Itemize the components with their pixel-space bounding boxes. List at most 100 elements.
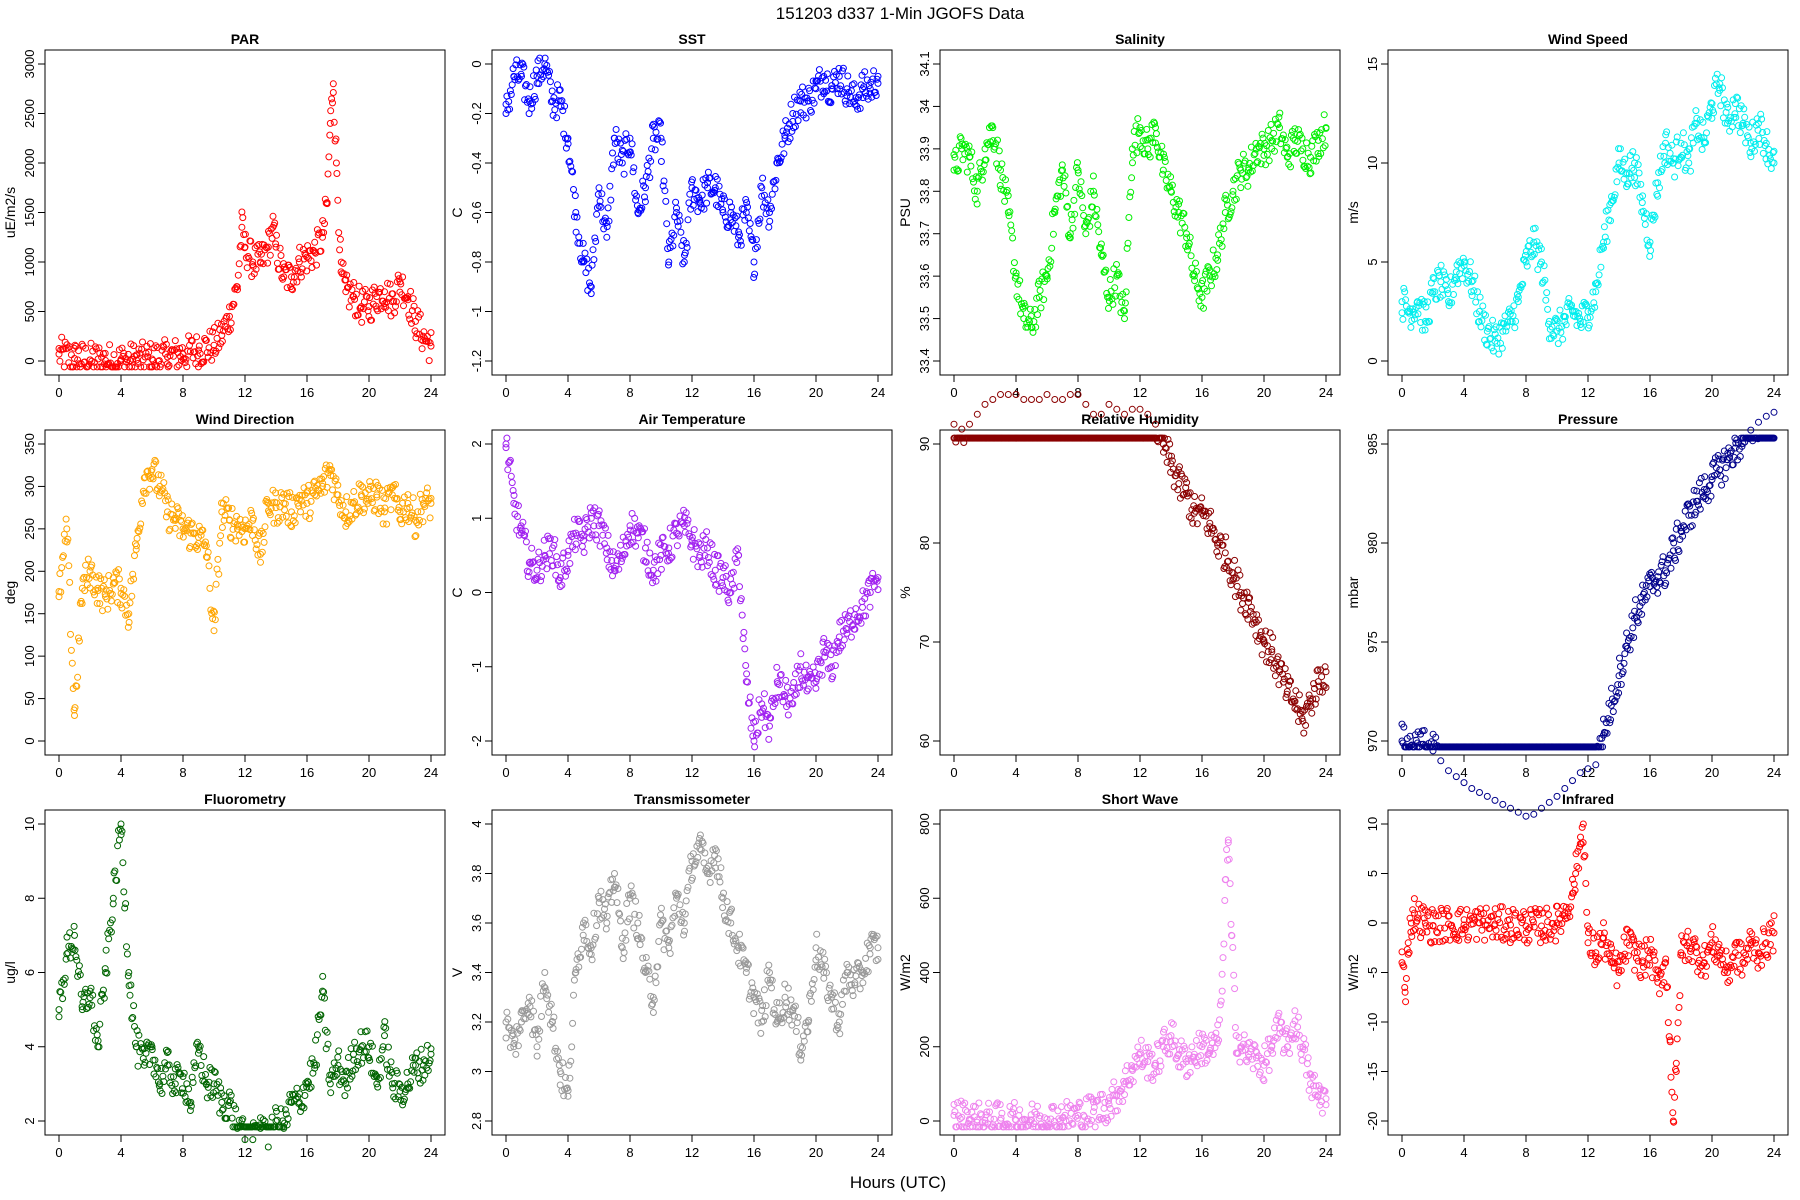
- data-point: [592, 238, 600, 245]
- data-point: [1158, 142, 1166, 150]
- data-point: [404, 491, 412, 499]
- data-point: [1193, 520, 1201, 528]
- data-point: [540, 983, 548, 991]
- data-point: [966, 153, 973, 161]
- data-point: [627, 151, 635, 159]
- data-point: [593, 210, 601, 218]
- data-point: [684, 516, 692, 524]
- data-point: [812, 684, 820, 692]
- data-point: [779, 1009, 787, 1017]
- panel-title: Relative Humidity: [1081, 411, 1199, 427]
- data-point: [129, 1014, 137, 1021]
- data-point: [95, 344, 103, 352]
- data-point: [1526, 237, 1534, 245]
- data-point: [1086, 222, 1094, 230]
- data-point: [639, 954, 647, 962]
- data-point: [399, 499, 407, 507]
- data-point: [1167, 173, 1175, 181]
- y-tick-label: 1500: [22, 198, 37, 227]
- data-point: [1012, 269, 1020, 277]
- data-point: [766, 209, 773, 216]
- data-point: [872, 957, 880, 965]
- data-point: [1059, 166, 1066, 174]
- data-point: [634, 529, 642, 537]
- data-point: [351, 498, 359, 506]
- data-point: [233, 283, 241, 291]
- y-tick-label: -0.6: [469, 201, 484, 223]
- data-point: [712, 581, 719, 589]
- data-point: [535, 1035, 543, 1043]
- data-point: [657, 551, 665, 559]
- data-point: [1616, 145, 1624, 153]
- data-point: [531, 1026, 539, 1034]
- data-point: [1499, 327, 1507, 335]
- data-point: [1281, 665, 1289, 673]
- data-point: [663, 220, 671, 228]
- data-point: [381, 508, 388, 516]
- data-point: [133, 1043, 140, 1051]
- data-point: [758, 713, 766, 721]
- data-point: [619, 955, 627, 963]
- x-tick-label: 24: [424, 765, 438, 780]
- data-point: [1004, 192, 1012, 200]
- y-tick-label: -1.2: [469, 350, 484, 372]
- data-point: [373, 1080, 381, 1088]
- y-tick-label: 34: [917, 99, 932, 113]
- data-point: [255, 241, 263, 248]
- data-point: [1061, 172, 1069, 180]
- data-point: [1432, 733, 1440, 741]
- data-point: [332, 159, 340, 167]
- data-point: [1269, 633, 1277, 641]
- data-point: [413, 1049, 421, 1057]
- data-point: [1204, 263, 1212, 271]
- data-point: [322, 461, 330, 469]
- data-point: [649, 1000, 656, 1008]
- data-point: [704, 184, 711, 192]
- data-point: [827, 99, 835, 107]
- data-point: [704, 862, 712, 870]
- data-point: [1093, 205, 1101, 213]
- data-point: [1220, 225, 1228, 233]
- plot-frame: [939, 429, 1341, 756]
- data-point: [228, 505, 236, 512]
- data-point: [1542, 296, 1550, 304]
- data-point: [298, 265, 306, 273]
- data-point: [107, 597, 115, 605]
- data-point: [1113, 261, 1120, 268]
- x-tick-label: 20: [362, 1145, 376, 1160]
- data-point: [1059, 396, 1066, 403]
- data-point: [566, 1074, 574, 1082]
- data-point: [747, 988, 755, 996]
- data-point: [1268, 646, 1276, 653]
- data-point: [740, 628, 748, 636]
- data-point: [843, 85, 851, 93]
- data-point: [1300, 729, 1308, 737]
- data-point: [233, 521, 241, 529]
- data-point: [186, 1107, 194, 1114]
- data-point: [1275, 113, 1283, 121]
- data-point: [656, 556, 664, 564]
- data-point: [791, 670, 799, 678]
- data-point: [542, 987, 550, 995]
- data-point: [1079, 204, 1087, 212]
- data-point: [1314, 150, 1322, 157]
- data-point: [874, 79, 882, 87]
- data-point: [972, 173, 980, 181]
- data-point: [1091, 212, 1099, 220]
- y-tick-label: 50: [22, 691, 37, 705]
- y-tick-label: 1: [469, 515, 484, 522]
- data-point: [1466, 268, 1473, 275]
- data-point: [806, 87, 814, 95]
- data-point: [690, 526, 698, 534]
- data-point: [695, 539, 703, 547]
- data-point: [1075, 185, 1083, 193]
- data-point: [249, 516, 257, 524]
- data-point: [693, 545, 701, 553]
- data-point: [121, 904, 129, 912]
- data-point: [1736, 453, 1744, 460]
- data-point: [1128, 145, 1136, 153]
- data-point: [1472, 298, 1480, 306]
- data-point: [324, 170, 332, 178]
- data-point: [1669, 534, 1677, 542]
- data-point: [1034, 311, 1041, 319]
